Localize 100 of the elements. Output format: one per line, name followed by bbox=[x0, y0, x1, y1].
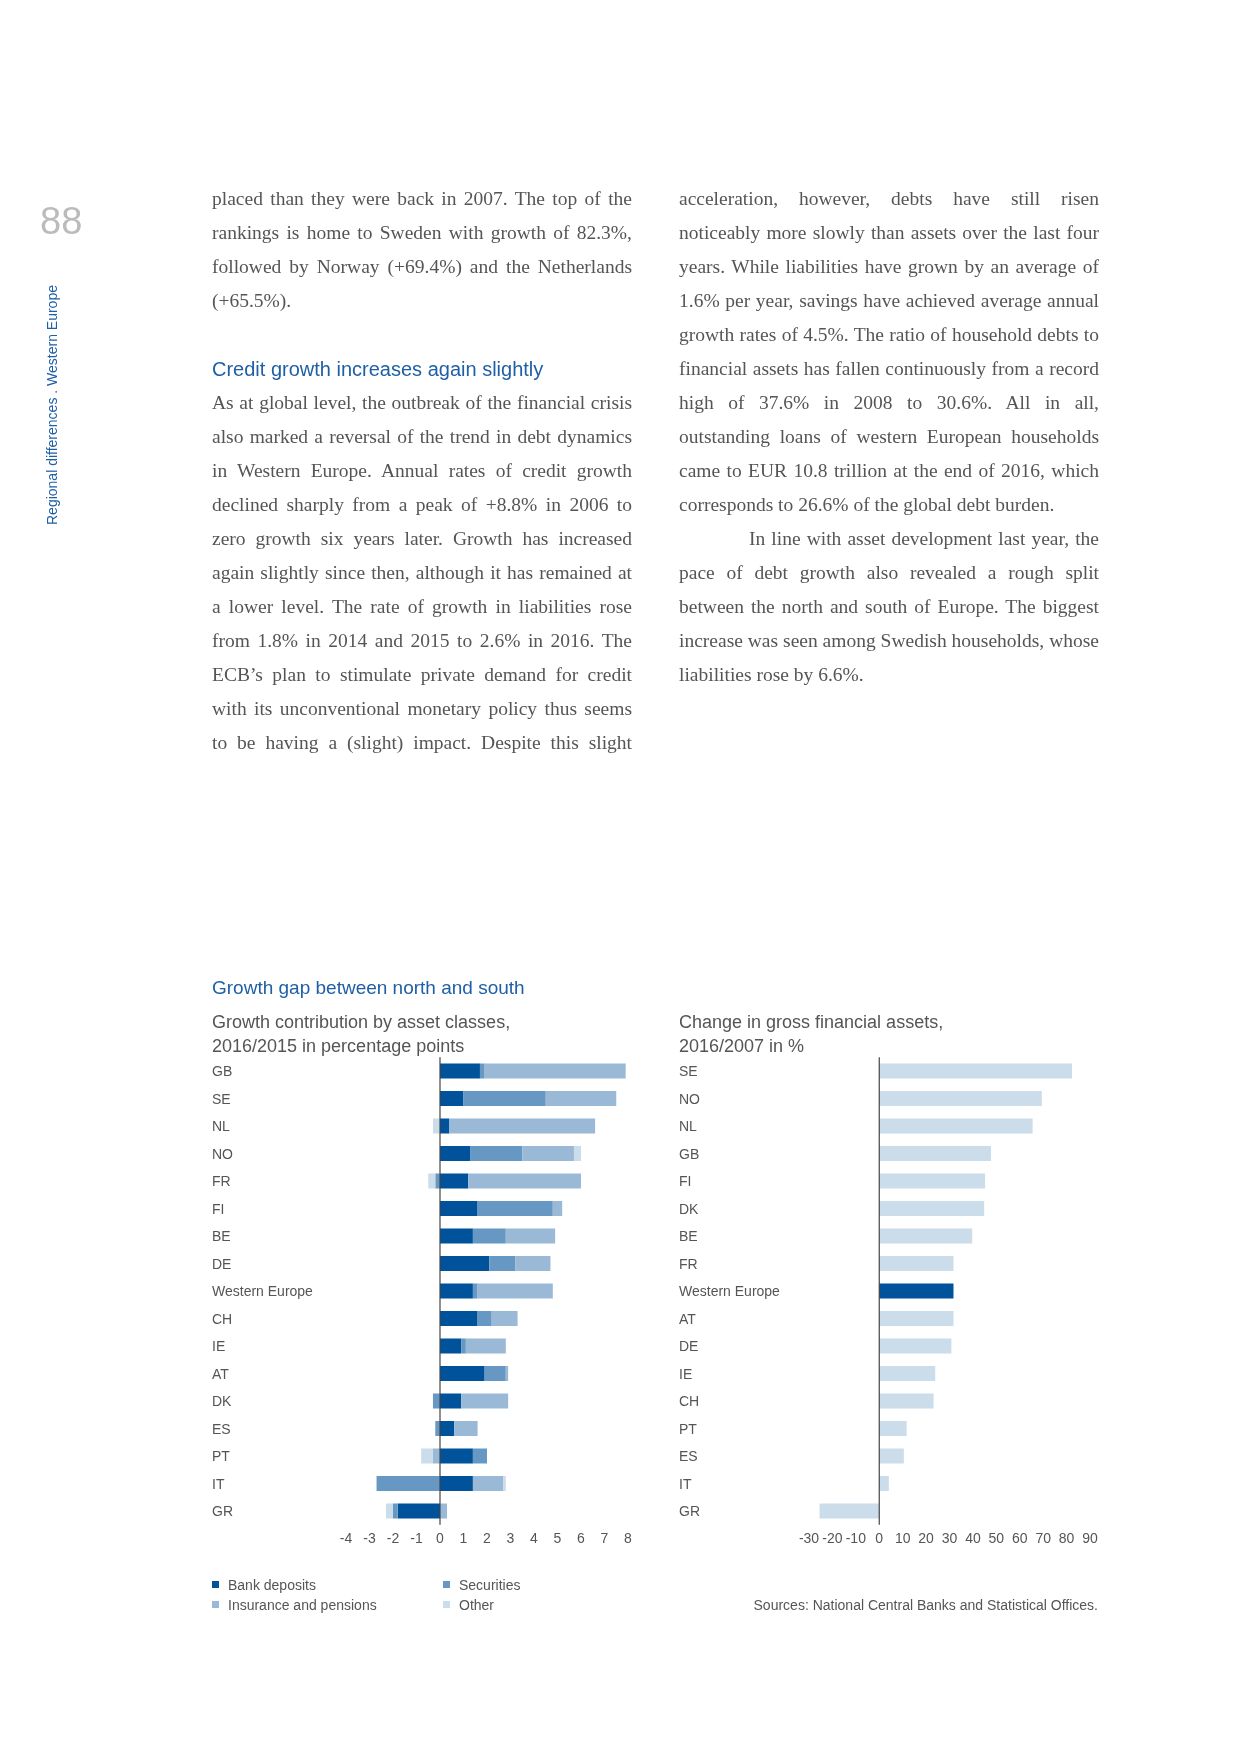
y-tick-label: NL bbox=[212, 1118, 231, 1134]
x-tick-label: 3 bbox=[506, 1530, 515, 1546]
text: As at global level, the outbreak of the financial crisis also marked a reversal of the trend in debt dynamics in Western Europe. Annual rates of credit growth declined sharply from a peak of +8.8% in 2006 to zero growth six years later. Growth has increased again slightly since then, although it has remained at a lower level. The rate of growth in liabilities rose from 1.8% in 2014 and 2015 to 2.6% in 2016. The ECB’s plan to stimulate private demand for credit with its unconventional monetary policy thus seems to be having a (slight) impact. Despite this slight bbox=[212, 392, 632, 753]
x-tick-label: 60 bbox=[1011, 1530, 1028, 1546]
y-tick-label: IE bbox=[679, 1365, 693, 1382]
bar bbox=[503, 1476, 506, 1491]
legend-label: Securities bbox=[459, 1577, 521, 1593]
bar bbox=[477, 1283, 553, 1299]
bar bbox=[440, 1201, 478, 1216]
x-tick-label: 4 bbox=[530, 1530, 539, 1546]
bar bbox=[440, 1448, 473, 1464]
text: placed than they were back in 2007. The top of the rankings is home to Sweden with growth of 82.3%, followed by Norway (+69.4%) and the Netherlands (+65.5%). bbox=[212, 187, 632, 313]
y-tick-label: IT bbox=[212, 1475, 225, 1492]
bar bbox=[472, 1448, 487, 1464]
bar bbox=[545, 1091, 617, 1106]
y-tick-label: NO bbox=[212, 1145, 234, 1162]
bar bbox=[879, 1173, 986, 1189]
bar bbox=[385, 1503, 393, 1519]
bar bbox=[879, 1201, 985, 1216]
y-tick-label: FI bbox=[679, 1173, 692, 1189]
chart-subtitle: Growth contribution by asset classes, 2016/2015 in percentage points bbox=[212, 1012, 511, 1056]
bar bbox=[472, 1476, 504, 1491]
bar bbox=[515, 1256, 551, 1271]
bar bbox=[479, 1063, 485, 1079]
legend-label: Other bbox=[459, 1597, 495, 1613]
bar bbox=[484, 1063, 626, 1079]
text: Regional differences . Western Europe bbox=[44, 285, 60, 525]
y-tick-label: DK bbox=[212, 1393, 233, 1409]
x-tick-label: 2 bbox=[483, 1530, 492, 1546]
x-tick-label: 7 bbox=[600, 1530, 609, 1546]
text: In line with asset development last year, the pace of debt growth also revealed a rough split between the north and south of Europe. The biggest increase was seen among Swedish households, whose liabilities rose by 6.6%. bbox=[679, 527, 1099, 687]
bar bbox=[505, 1228, 556, 1244]
bar bbox=[440, 1146, 471, 1161]
bar bbox=[879, 1311, 954, 1326]
y-tick-label: SE bbox=[212, 1090, 231, 1107]
bar bbox=[879, 1228, 973, 1244]
y-tick-label: SE bbox=[679, 1063, 698, 1079]
bar bbox=[440, 1091, 464, 1106]
x-tick-label: -2 bbox=[386, 1530, 400, 1546]
y-tick-label: FR bbox=[679, 1255, 698, 1272]
x-tick-label: 5 bbox=[553, 1530, 562, 1546]
bar bbox=[465, 1338, 506, 1354]
bar bbox=[440, 1283, 473, 1299]
bar bbox=[440, 1173, 469, 1189]
bar bbox=[879, 1366, 936, 1381]
y-tick-label: CH bbox=[679, 1393, 700, 1409]
y-tick-label: GB bbox=[679, 1145, 700, 1162]
bar bbox=[879, 1283, 954, 1299]
y-tick-label: Western Europe bbox=[212, 1283, 314, 1299]
x-tick-label: -1 bbox=[410, 1530, 423, 1546]
bar bbox=[428, 1173, 436, 1189]
bar bbox=[376, 1476, 440, 1491]
bar bbox=[879, 1476, 889, 1491]
bar bbox=[468, 1173, 581, 1189]
bar bbox=[477, 1201, 553, 1216]
bar bbox=[879, 1421, 907, 1436]
bar bbox=[449, 1118, 596, 1134]
bar bbox=[484, 1366, 506, 1381]
bar bbox=[440, 1256, 490, 1271]
bar bbox=[879, 1256, 954, 1271]
y-tick-label: DK bbox=[679, 1200, 700, 1217]
x-tick-label: 0 bbox=[436, 1530, 445, 1546]
x-tick-label: 50 bbox=[988, 1530, 1005, 1546]
text: Credit growth increases again slightly bbox=[212, 357, 545, 382]
x-tick-label: -20 bbox=[822, 1530, 843, 1546]
bar bbox=[440, 1366, 485, 1381]
x-tick-label: 80 bbox=[1058, 1530, 1075, 1546]
bar bbox=[472, 1283, 478, 1299]
bar bbox=[440, 1338, 462, 1354]
y-tick-label: Western Europe bbox=[679, 1283, 781, 1299]
bar bbox=[440, 1228, 473, 1244]
y-tick-label: GB bbox=[212, 1063, 233, 1079]
x-tick-label: 30 bbox=[941, 1530, 958, 1546]
bar bbox=[461, 1393, 509, 1409]
bar bbox=[472, 1228, 506, 1244]
bar bbox=[879, 1338, 952, 1354]
x-tick-label: -3 bbox=[363, 1530, 376, 1546]
x-tick-label: 10 bbox=[894, 1530, 911, 1546]
y-tick-label: PT bbox=[212, 1448, 231, 1464]
y-tick-label: AT bbox=[212, 1365, 230, 1382]
y-tick-label: ES bbox=[212, 1420, 231, 1437]
x-tick-label: 70 bbox=[1035, 1530, 1052, 1546]
y-tick-label: ES bbox=[679, 1448, 698, 1464]
x-tick-label: 1 bbox=[459, 1530, 468, 1546]
x-tick-label: 8 bbox=[624, 1530, 633, 1546]
y-tick-label: CH bbox=[212, 1310, 233, 1327]
y-tick-label: DE bbox=[679, 1338, 699, 1354]
y-tick-label: DE bbox=[212, 1255, 232, 1272]
x-tick-label: 0 bbox=[875, 1530, 884, 1546]
bar bbox=[421, 1448, 433, 1464]
bar bbox=[440, 1393, 462, 1409]
text: 88 bbox=[40, 200, 83, 243]
bar bbox=[879, 1146, 991, 1161]
legend-label: Insurance and pensions bbox=[228, 1597, 377, 1613]
x-tick-label: 40 bbox=[965, 1530, 981, 1546]
y-tick-label: FI bbox=[212, 1200, 225, 1217]
x-tick-label: 6 bbox=[577, 1530, 586, 1546]
bar bbox=[879, 1393, 934, 1409]
bar bbox=[470, 1146, 523, 1161]
bar bbox=[489, 1256, 516, 1271]
